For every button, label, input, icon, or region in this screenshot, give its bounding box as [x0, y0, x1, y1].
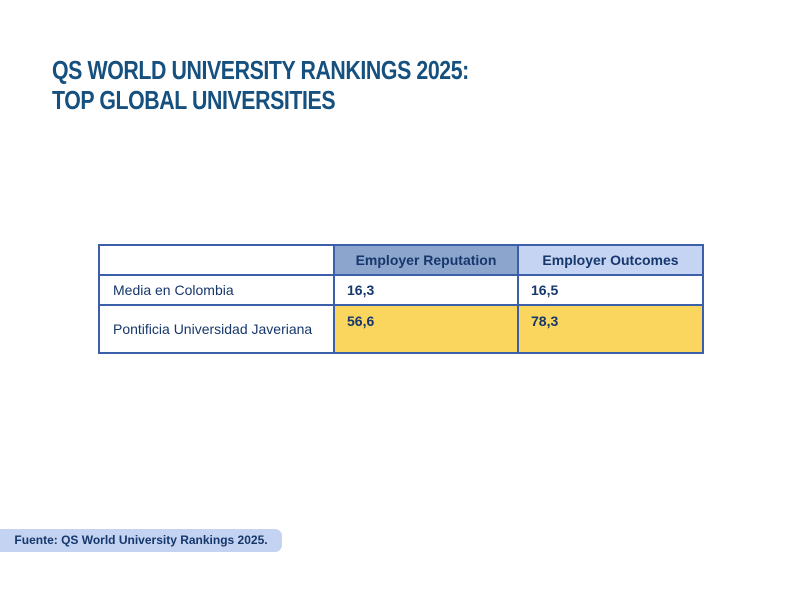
row-label: Media en Colombia — [98, 274, 335, 306]
table-row-media-colombia: Media en Colombia 16,3 16,5 — [98, 274, 704, 306]
value-outcomes: 16,5 — [517, 274, 704, 306]
value-reputation: 56,6 — [333, 304, 519, 354]
page-title-line2: TOP GLOBAL UNIVERSITIES — [52, 85, 336, 115]
table-header-row: Employer Reputation Employer Outcomes — [98, 244, 704, 276]
table-row-javeriana: Pontificia Universidad Javeriana 56,6 78… — [98, 304, 704, 354]
page-title-line1: QS WORLD UNIVERSITY RANKINGS 2025: — [52, 55, 469, 85]
value-reputation: 16,3 — [333, 274, 519, 306]
row-label: Pontificia Universidad Javeriana — [98, 304, 335, 354]
header-cell-employer-reputation: Employer Reputation — [333, 244, 519, 276]
value-outcomes: 78,3 — [517, 304, 704, 354]
page-title: QS WORLD UNIVERSITY RANKINGS 2025: TOP G… — [52, 55, 469, 115]
header-cell-employer-outcomes: Employer Outcomes — [517, 244, 704, 276]
header-cell-empty — [98, 244, 335, 276]
source-badge: Fuente: QS World University Rankings 202… — [0, 529, 282, 552]
rankings-table: Employer Reputation Employer Outcomes Me… — [98, 244, 704, 354]
rankings-table-container: Employer Reputation Employer Outcomes Me… — [98, 244, 704, 354]
